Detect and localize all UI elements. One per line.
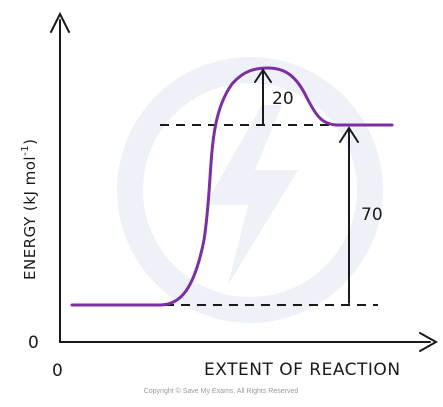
x-axis-arrowhead — [419, 332, 439, 352]
y-axis-label-close: ) — [21, 139, 39, 145]
energy-curve — [70, 66, 394, 307]
y-axis-label-exponent: -1 — [20, 145, 31, 156]
origin-y-label: 0 — [28, 333, 39, 353]
y-axis-label-group: ENERGY (kJ mol-1) — [20, 139, 39, 280]
axes — [50, 11, 439, 352]
y-axis-label: ENERGY (kJ mol-1) — [20, 139, 39, 280]
watermark-bolt — [205, 105, 298, 285]
enthalpy-change-arrow — [339, 126, 359, 304]
dashed-levels — [160, 124, 378, 306]
activation-energy-label: 20 — [272, 89, 294, 109]
origin-x-label: 0 — [52, 361, 63, 381]
y-axis-arrowhead — [50, 11, 70, 33]
enthalpy-change-label: 70 — [361, 205, 383, 225]
enthalpy-arrow-head — [339, 126, 359, 143]
x-axis-label: EXTENT OF REACTION — [204, 360, 401, 380]
activation-arrow-head — [254, 68, 272, 83]
activation-energy-arrow — [254, 68, 272, 126]
y-axis-label-main: ENERGY (kJ mol — [21, 156, 39, 280]
watermark-logo — [117, 57, 383, 323]
copyright-notice: Copyright © Save My Exams. All Rights Re… — [144, 387, 299, 395]
